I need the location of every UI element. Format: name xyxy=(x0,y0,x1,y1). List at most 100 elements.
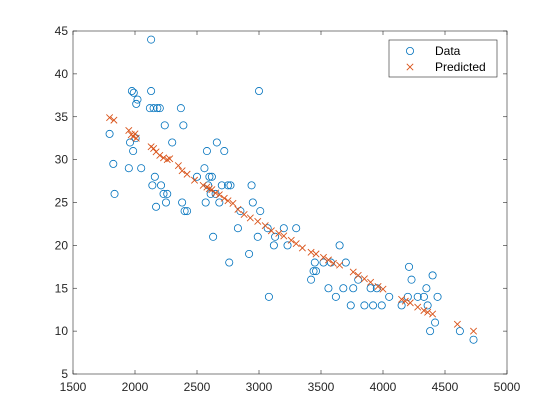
predicted-point xyxy=(275,229,283,237)
predicted-point xyxy=(156,151,164,159)
data-point xyxy=(248,198,257,207)
data-point xyxy=(201,198,210,207)
x-tick-label: 4500 xyxy=(432,380,459,394)
data-point xyxy=(428,271,437,280)
data-point xyxy=(205,172,214,181)
data-point xyxy=(137,164,146,173)
data-point xyxy=(247,181,256,190)
predicted-point xyxy=(106,114,114,122)
data-marks xyxy=(105,35,478,344)
data-point xyxy=(200,164,209,173)
predicted-point xyxy=(234,205,242,213)
data-point xyxy=(423,301,432,310)
data-point xyxy=(202,147,211,156)
data-point xyxy=(283,241,292,250)
predicted-point xyxy=(240,210,248,219)
y-tick-label: 40 xyxy=(55,67,69,81)
data-point xyxy=(147,35,156,44)
x-tick-label: 3500 xyxy=(308,380,335,394)
predicted-point xyxy=(280,232,288,240)
legend: Data Predicted xyxy=(388,39,498,78)
data-point xyxy=(147,87,156,96)
predicted-point xyxy=(312,250,320,258)
predicted-point xyxy=(470,327,478,335)
predicted-point xyxy=(424,308,432,316)
predicted-point xyxy=(183,170,191,178)
data-point xyxy=(309,267,318,276)
x-tick-label: 4000 xyxy=(370,380,397,394)
data-point xyxy=(269,241,278,250)
predicted-point xyxy=(354,271,362,279)
data-point xyxy=(312,267,321,276)
data-point xyxy=(105,129,114,138)
data-point xyxy=(422,284,431,293)
data-point xyxy=(346,301,355,310)
y-tick-label: 15 xyxy=(55,281,69,295)
data-point xyxy=(377,301,386,310)
data-point xyxy=(155,104,164,113)
data-point xyxy=(152,202,161,211)
predicted-point xyxy=(453,320,461,328)
data-point xyxy=(431,318,440,327)
predicted-point xyxy=(254,217,262,225)
legend-box xyxy=(388,39,498,78)
x-tick-label: 5000 xyxy=(494,380,521,394)
data-point xyxy=(279,224,288,233)
predicted-point xyxy=(174,162,182,170)
predicted-point xyxy=(401,297,409,305)
plot-area xyxy=(73,31,507,374)
data-point xyxy=(209,232,218,241)
predicted-point xyxy=(267,227,275,235)
data-point xyxy=(360,301,369,310)
predicted-point xyxy=(246,214,254,222)
predicted-point xyxy=(360,275,368,283)
data-point xyxy=(127,87,136,96)
data-point xyxy=(126,138,135,147)
predicted-point xyxy=(178,167,186,175)
predicted-point xyxy=(224,197,232,205)
data-point xyxy=(133,95,142,104)
predicted-point xyxy=(287,236,295,244)
data-point xyxy=(129,147,138,156)
predicted-point xyxy=(367,278,375,286)
data-point xyxy=(419,292,428,301)
legend-label: Data xyxy=(435,44,461,58)
data-point xyxy=(161,198,170,207)
data-point xyxy=(339,284,348,293)
data-point xyxy=(109,159,118,168)
y-tick-label: 30 xyxy=(55,153,69,167)
data-point xyxy=(225,258,234,267)
data-point xyxy=(157,181,166,190)
legend-marker-predicted xyxy=(406,63,414,71)
data-point xyxy=(354,275,363,284)
predicted-point xyxy=(125,126,133,134)
data-point xyxy=(426,327,435,336)
x-tick-label: 1500 xyxy=(60,380,87,394)
predicted-point xyxy=(349,268,357,276)
data-point xyxy=(163,189,172,198)
predicted-point xyxy=(131,130,139,138)
predicted-point xyxy=(336,261,344,269)
data-point xyxy=(271,232,280,241)
data-point xyxy=(349,284,358,293)
predicted-point xyxy=(406,299,414,307)
predicted-point xyxy=(191,176,199,184)
predicted-point xyxy=(292,240,300,248)
data-point xyxy=(180,207,189,216)
predicted-point xyxy=(132,134,140,142)
data-point xyxy=(369,301,378,310)
predicted-point xyxy=(329,259,337,267)
predicted-point xyxy=(212,189,220,197)
data-point xyxy=(253,232,262,241)
data-point xyxy=(310,258,319,267)
y-tick-label: 20 xyxy=(55,238,69,252)
data-point xyxy=(148,181,157,190)
data-point xyxy=(153,104,162,113)
data-point xyxy=(132,99,141,108)
data-point xyxy=(168,138,177,147)
predicted-point xyxy=(307,248,315,256)
data-point xyxy=(215,198,224,207)
data-point xyxy=(455,327,464,336)
data-point xyxy=(245,249,254,258)
